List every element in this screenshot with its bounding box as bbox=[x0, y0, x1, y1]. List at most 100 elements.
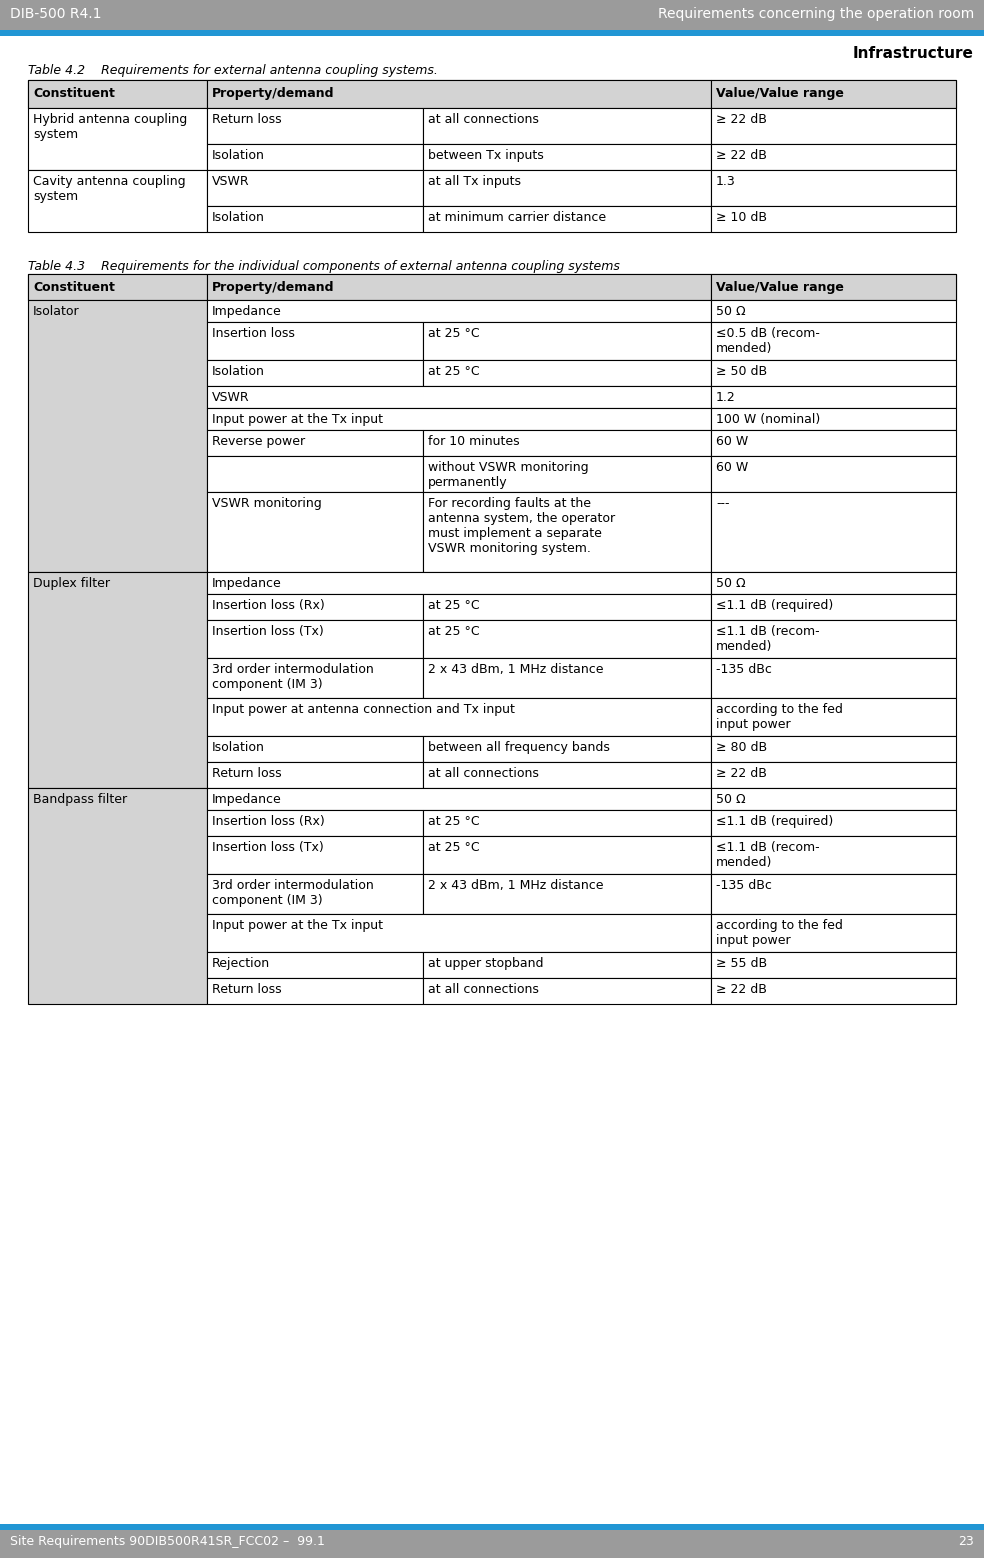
Bar bbox=[423, 735, 711, 762]
Bar bbox=[711, 572, 956, 594]
Bar bbox=[207, 572, 711, 594]
Text: ≥ 22 dB: ≥ 22 dB bbox=[716, 114, 767, 126]
Text: at all connections: at all connections bbox=[428, 983, 539, 996]
Text: Property/demand: Property/demand bbox=[213, 87, 335, 100]
Bar bbox=[711, 620, 956, 657]
Bar bbox=[207, 323, 423, 360]
Text: Table 4.3    Requirements for the individual components of external antenna coup: Table 4.3 Requirements for the individua… bbox=[28, 260, 620, 273]
Bar bbox=[711, 323, 956, 360]
Bar bbox=[207, 456, 423, 492]
Bar bbox=[711, 108, 956, 143]
Text: at upper stopband: at upper stopband bbox=[428, 957, 544, 971]
Bar bbox=[711, 170, 956, 206]
Text: 2 x 43 dBm, 1 MHz distance: 2 x 43 dBm, 1 MHz distance bbox=[428, 664, 604, 676]
Bar bbox=[423, 810, 711, 837]
Bar bbox=[711, 456, 956, 492]
Bar bbox=[207, 143, 423, 170]
Text: at all connections: at all connections bbox=[428, 114, 539, 126]
Text: Insertion loss (Rx): Insertion loss (Rx) bbox=[213, 815, 325, 827]
Bar bbox=[711, 915, 956, 952]
Bar bbox=[207, 698, 711, 735]
Text: Insertion loss (Tx): Insertion loss (Tx) bbox=[213, 625, 324, 637]
Bar bbox=[423, 874, 711, 915]
Text: Isolation: Isolation bbox=[213, 742, 265, 754]
Bar bbox=[711, 874, 956, 915]
Text: 50 Ω: 50 Ω bbox=[716, 305, 746, 318]
Text: Input power at the Tx input: Input power at the Tx input bbox=[213, 413, 383, 425]
Text: Insertion loss (Tx): Insertion loss (Tx) bbox=[213, 841, 324, 854]
Text: Return loss: Return loss bbox=[213, 983, 281, 996]
Bar bbox=[28, 79, 956, 108]
Text: ≥ 80 dB: ≥ 80 dB bbox=[716, 742, 768, 754]
Bar bbox=[711, 301, 956, 323]
Text: ≤1.1 dB (recom-
mended): ≤1.1 dB (recom- mended) bbox=[716, 841, 820, 869]
Bar bbox=[423, 837, 711, 874]
Bar bbox=[711, 594, 956, 620]
Bar bbox=[711, 952, 956, 978]
Text: Value/Value range: Value/Value range bbox=[716, 280, 844, 294]
Text: Isolation: Isolation bbox=[213, 210, 265, 224]
Text: 60 W: 60 W bbox=[716, 461, 748, 474]
Bar bbox=[423, 108, 711, 143]
Text: VSWR monitoring: VSWR monitoring bbox=[213, 497, 322, 509]
Text: ≥ 10 dB: ≥ 10 dB bbox=[716, 210, 767, 224]
Text: VSWR: VSWR bbox=[213, 174, 250, 189]
Text: ≤1.1 dB (recom-
mended): ≤1.1 dB (recom- mended) bbox=[716, 625, 820, 653]
Text: Impedance: Impedance bbox=[213, 305, 281, 318]
Text: VSWR: VSWR bbox=[213, 391, 250, 404]
Bar bbox=[0, 1530, 984, 1558]
Text: Cavity antenna coupling
system: Cavity antenna coupling system bbox=[33, 174, 186, 203]
Text: Site Requirements 90DIB500R41SR_FCC02 –  99.1: Site Requirements 90DIB500R41SR_FCC02 – … bbox=[10, 1535, 325, 1549]
Bar bbox=[28, 79, 207, 108]
Text: at 25 °C: at 25 °C bbox=[428, 598, 480, 612]
Bar bbox=[711, 79, 956, 108]
Text: Duplex filter: Duplex filter bbox=[33, 576, 110, 590]
Text: Hybrid antenna coupling
system: Hybrid antenna coupling system bbox=[33, 114, 187, 142]
Bar bbox=[207, 915, 711, 952]
Bar bbox=[711, 698, 956, 735]
Text: Impedance: Impedance bbox=[213, 793, 281, 805]
Bar bbox=[423, 978, 711, 1003]
Text: For recording faults at the
antenna system, the operator
must implement a separa: For recording faults at the antenna syst… bbox=[428, 497, 615, 555]
Text: 100 W (nominal): 100 W (nominal) bbox=[716, 413, 821, 425]
Bar bbox=[28, 274, 207, 301]
Text: Isolation: Isolation bbox=[213, 150, 265, 162]
Bar bbox=[28, 788, 207, 1003]
Bar bbox=[207, 430, 423, 456]
Text: Infrastructure: Infrastructure bbox=[853, 47, 974, 61]
Text: Isolation: Isolation bbox=[213, 365, 265, 379]
Bar bbox=[207, 594, 423, 620]
Bar bbox=[207, 810, 423, 837]
Bar bbox=[207, 657, 423, 698]
Text: between all frequency bands: between all frequency bands bbox=[428, 742, 610, 754]
Text: 3rd order intermodulation
component (IM 3): 3rd order intermodulation component (IM … bbox=[213, 664, 374, 692]
Text: according to the fed
input power: according to the fed input power bbox=[716, 703, 843, 731]
Bar bbox=[711, 386, 956, 408]
Bar bbox=[423, 206, 711, 232]
Bar bbox=[711, 735, 956, 762]
Text: according to the fed
input power: according to the fed input power bbox=[716, 919, 843, 947]
Text: Impedance: Impedance bbox=[213, 576, 281, 590]
Bar bbox=[207, 620, 423, 657]
Bar bbox=[207, 837, 423, 874]
Text: Requirements concerning the operation room: Requirements concerning the operation ro… bbox=[657, 6, 974, 20]
Bar bbox=[423, 456, 711, 492]
Bar bbox=[207, 874, 423, 915]
Text: Rejection: Rejection bbox=[213, 957, 271, 971]
Text: at 25 °C: at 25 °C bbox=[428, 625, 480, 637]
Bar bbox=[207, 492, 423, 572]
Text: Bandpass filter: Bandpass filter bbox=[33, 793, 127, 805]
Bar bbox=[711, 206, 956, 232]
Bar bbox=[423, 657, 711, 698]
Text: ≥ 22 dB: ≥ 22 dB bbox=[716, 150, 767, 162]
Bar bbox=[423, 620, 711, 657]
Bar bbox=[711, 978, 956, 1003]
Text: 3rd order intermodulation
component (IM 3): 3rd order intermodulation component (IM … bbox=[213, 879, 374, 907]
Text: Constituent: Constituent bbox=[33, 280, 115, 294]
Bar bbox=[423, 170, 711, 206]
Text: ≥ 22 dB: ≥ 22 dB bbox=[716, 767, 767, 781]
Text: ≥ 55 dB: ≥ 55 dB bbox=[716, 957, 768, 971]
Text: ≥ 22 dB: ≥ 22 dB bbox=[716, 983, 767, 996]
Bar bbox=[711, 408, 956, 430]
Text: ---: --- bbox=[716, 497, 729, 509]
